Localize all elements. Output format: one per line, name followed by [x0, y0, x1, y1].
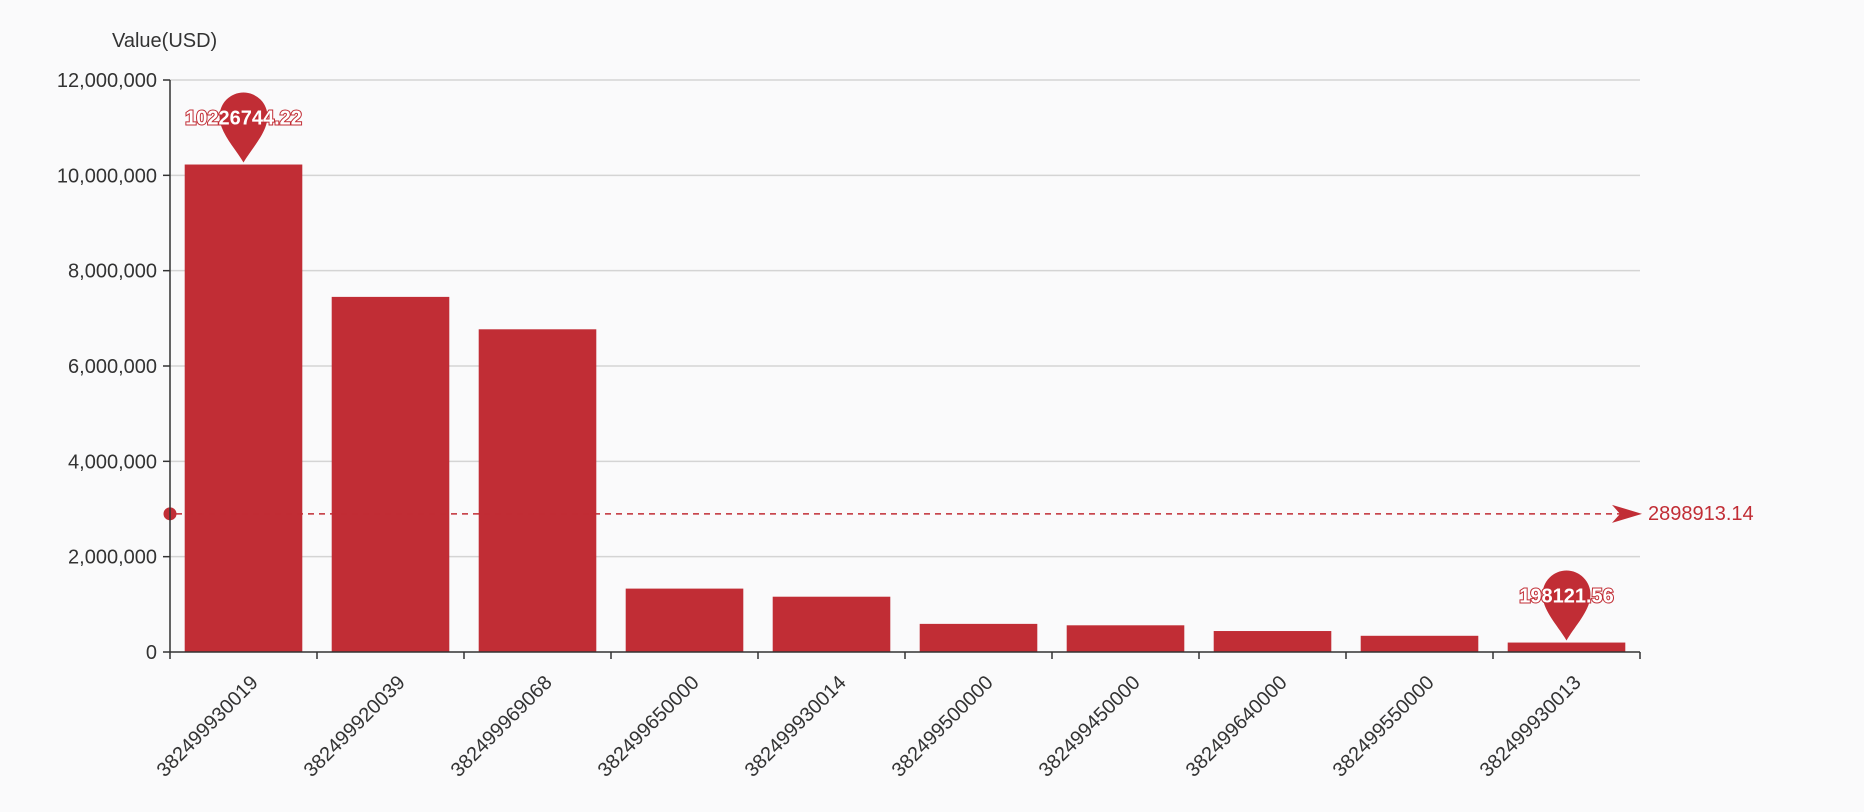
x-tick-label: 382499930014	[741, 672, 851, 782]
mark-points: 10226744.22 198121.56	[184, 92, 1615, 641]
y-tick-label: 12,000,000	[57, 70, 157, 92]
bar	[1066, 625, 1185, 652]
bar	[478, 329, 597, 652]
bar	[1360, 635, 1479, 652]
bar	[184, 164, 303, 652]
bar	[919, 623, 1038, 652]
average-line-arrow	[1612, 504, 1642, 523]
x-tick-label: 382499650000	[594, 672, 704, 782]
pin-label: 198121.56	[1519, 586, 1614, 608]
y-tick-label: 8,000,000	[68, 261, 157, 283]
pin-marker	[219, 92, 268, 163]
y-tick-labels: 0 2,000,000 4,000,000 6,000,000 8,000,000 10,…	[57, 70, 170, 664]
bar	[1507, 642, 1626, 652]
x-tick-label: 382499500000	[888, 672, 998, 782]
y-axis-label: Value(USD)	[112, 30, 217, 52]
bar	[331, 296, 450, 652]
x-tick-label: 382499640000	[1182, 672, 1292, 782]
x-tick-label: 382499930019	[153, 672, 263, 782]
average-line-label: 2898913.14	[1648, 503, 1754, 525]
bar	[1213, 631, 1332, 652]
y-tick-label: 0	[146, 642, 157, 664]
bar	[772, 596, 891, 652]
x-tick-label: 382499930013	[1476, 672, 1586, 782]
y-tick-label: 10,000,000	[57, 165, 157, 187]
mark-point-max: 10226744.22	[184, 92, 303, 163]
pin-marker	[1542, 570, 1591, 641]
bars	[184, 164, 1626, 652]
y-tick-label: 4,000,000	[68, 451, 157, 473]
mark-point-min: 198121.56	[1518, 570, 1615, 641]
bar	[625, 588, 744, 652]
pin-label: 10226744.22	[185, 108, 302, 130]
x-tick-label: 382499450000	[1035, 672, 1145, 782]
average-line-group: 2898913.14	[163, 503, 1754, 525]
x-tick-label: 382499920039	[300, 672, 410, 782]
y-tick-label: 6,000,000	[68, 356, 157, 378]
y-tick-label: 2,000,000	[68, 547, 157, 569]
x-tick-labels: 382499930019 382499920039 382499969068 3824…	[153, 672, 1586, 782]
x-tick-label: 382499969068	[447, 672, 557, 782]
x-tick-label: 382499550000	[1329, 672, 1439, 782]
